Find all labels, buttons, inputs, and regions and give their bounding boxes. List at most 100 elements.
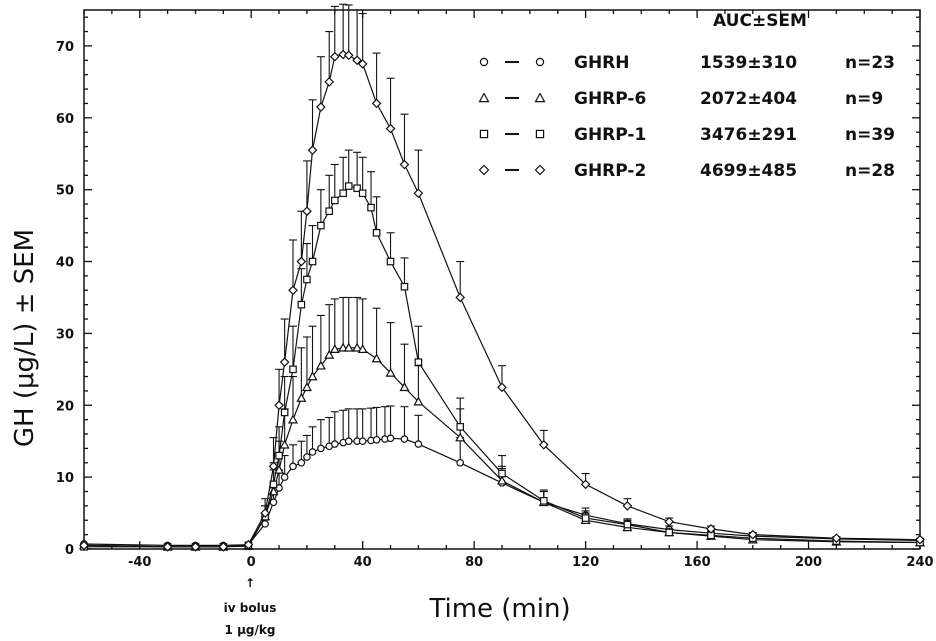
data-point-square [339, 189, 347, 198]
annotation-line2: 1 μg/kg [225, 623, 276, 637]
legend-auc: 4699±485 [700, 161, 797, 181]
x-tick-label: 120 [572, 555, 599, 570]
legend-auc: 2072±404 [700, 89, 797, 109]
data-point-triangle [307, 371, 318, 381]
legend-item-ghrp-6: GHRP-6 2072±404 n=9 [478, 89, 883, 109]
data-point-diamond [316, 102, 326, 112]
data-point-square [280, 408, 289, 417]
legend-n: n=28 [845, 161, 895, 181]
legend-series-name: GHRP-2 [574, 161, 646, 181]
data-point-square [317, 221, 325, 230]
x-tick-label: 0 [247, 555, 256, 570]
data-point-circle [386, 434, 395, 443]
y-tick-label: 10 [56, 471, 74, 486]
data-point-square [400, 282, 409, 291]
data-point-circle [456, 458, 465, 467]
legend-item-ghrp-1: GHRP-1 3476±291 n=39 [479, 125, 895, 145]
x-tick-label: -40 [128, 555, 152, 570]
data-point-circle [308, 448, 317, 456]
data-point-square [386, 257, 395, 266]
annotation-line1: iv bolus [224, 601, 277, 615]
x-tick-label: 80 [465, 555, 483, 570]
data-point-triangle [324, 349, 335, 359]
data-point-circle [317, 444, 325, 453]
data-point-circle [261, 520, 269, 528]
legend-item-ghrp-2: GHRP-2 4699±485 n=28 [478, 161, 895, 181]
data-point-square [535, 129, 545, 139]
data-point-square [353, 184, 361, 193]
data-point-diamond [343, 50, 354, 61]
data-point-diamond [399, 159, 410, 170]
data-point-triangle [287, 414, 299, 424]
data-point-diamond [324, 77, 335, 87]
data-point-square [539, 497, 548, 505]
data-point-square [623, 520, 632, 529]
data-point-square [456, 423, 465, 431]
y-tick-label: 70 [56, 40, 74, 55]
y-tick-label: 30 [56, 327, 74, 342]
data-point-diamond [413, 188, 424, 199]
data-point-triangle [455, 432, 466, 442]
data-point-triangle [478, 92, 490, 103]
data-point-diamond [260, 508, 270, 518]
data-point-square [308, 257, 317, 266]
data-point-triangle [399, 382, 410, 392]
data-point-triangle [352, 342, 363, 352]
data-point-square [325, 207, 334, 216]
data-point-diamond [190, 541, 201, 552]
data-point-diamond [307, 145, 318, 155]
data-point-diamond [385, 123, 396, 134]
data-point-square [498, 469, 506, 478]
series-ghrp-2 [79, 3, 925, 552]
data-point-diamond [302, 206, 312, 217]
data-point-diamond [706, 524, 716, 534]
data-point-triangle [329, 343, 340, 354]
x-axis-title: Time (min) [428, 594, 570, 624]
data-point-diamond [455, 292, 466, 303]
legend-n: n=23 [845, 53, 895, 73]
y-tick-label: 60 [56, 112, 74, 127]
series-ghrh [80, 405, 924, 550]
data-point-diamond [580, 479, 591, 490]
data-point-triangle [385, 367, 396, 377]
data-point-diamond [747, 529, 758, 540]
data-point-triangle [496, 475, 508, 485]
data-point-circle [479, 57, 489, 67]
y-tick-label: 40 [56, 256, 74, 271]
x-tick-label: 160 [683, 555, 710, 570]
data-point-diamond [497, 382, 507, 393]
data-point-diamond [329, 51, 340, 62]
legend-n: n=39 [845, 125, 895, 145]
data-point-circle [344, 437, 353, 446]
series-layer [78, 3, 926, 552]
series-ghrp-1 [80, 149, 924, 551]
data-point-triangle [274, 464, 285, 474]
data-point-diamond [274, 400, 284, 411]
data-point-circle [400, 435, 409, 443]
plot-area: -40 0 40 80 120 160 200 240 0 10 20 30 40 50 60 70 [56, 9, 934, 570]
data-point-diamond [296, 256, 307, 267]
legend-auc: 3476±291 [700, 125, 797, 145]
legend-series-name: GHRP-1 [574, 125, 646, 145]
data-point-triangle [296, 392, 307, 402]
data-point-square [303, 275, 311, 284]
legend-series-name: GHRH [574, 53, 630, 73]
data-point-diamond [371, 98, 382, 109]
data-point-circle [297, 458, 306, 467]
data-point-triangle [413, 396, 424, 406]
data-point-square [665, 528, 674, 537]
data-point-circle [330, 440, 339, 448]
y-tick-label: 20 [56, 399, 74, 414]
x-tick-label: 200 [795, 555, 822, 570]
data-point-circle [303, 453, 311, 461]
data-point-triangle [371, 353, 382, 363]
data-point-circle [372, 435, 381, 444]
data-point-diamond [915, 534, 925, 545]
legend-header: AUC±SEM [713, 11, 807, 31]
data-point-square [358, 189, 367, 198]
data-point-diamond [622, 501, 633, 511]
legend-auc: 1539±310 [700, 53, 797, 73]
data-point-circle [535, 57, 545, 67]
x-tick-label: 240 [906, 555, 933, 570]
data-point-square [414, 358, 423, 366]
